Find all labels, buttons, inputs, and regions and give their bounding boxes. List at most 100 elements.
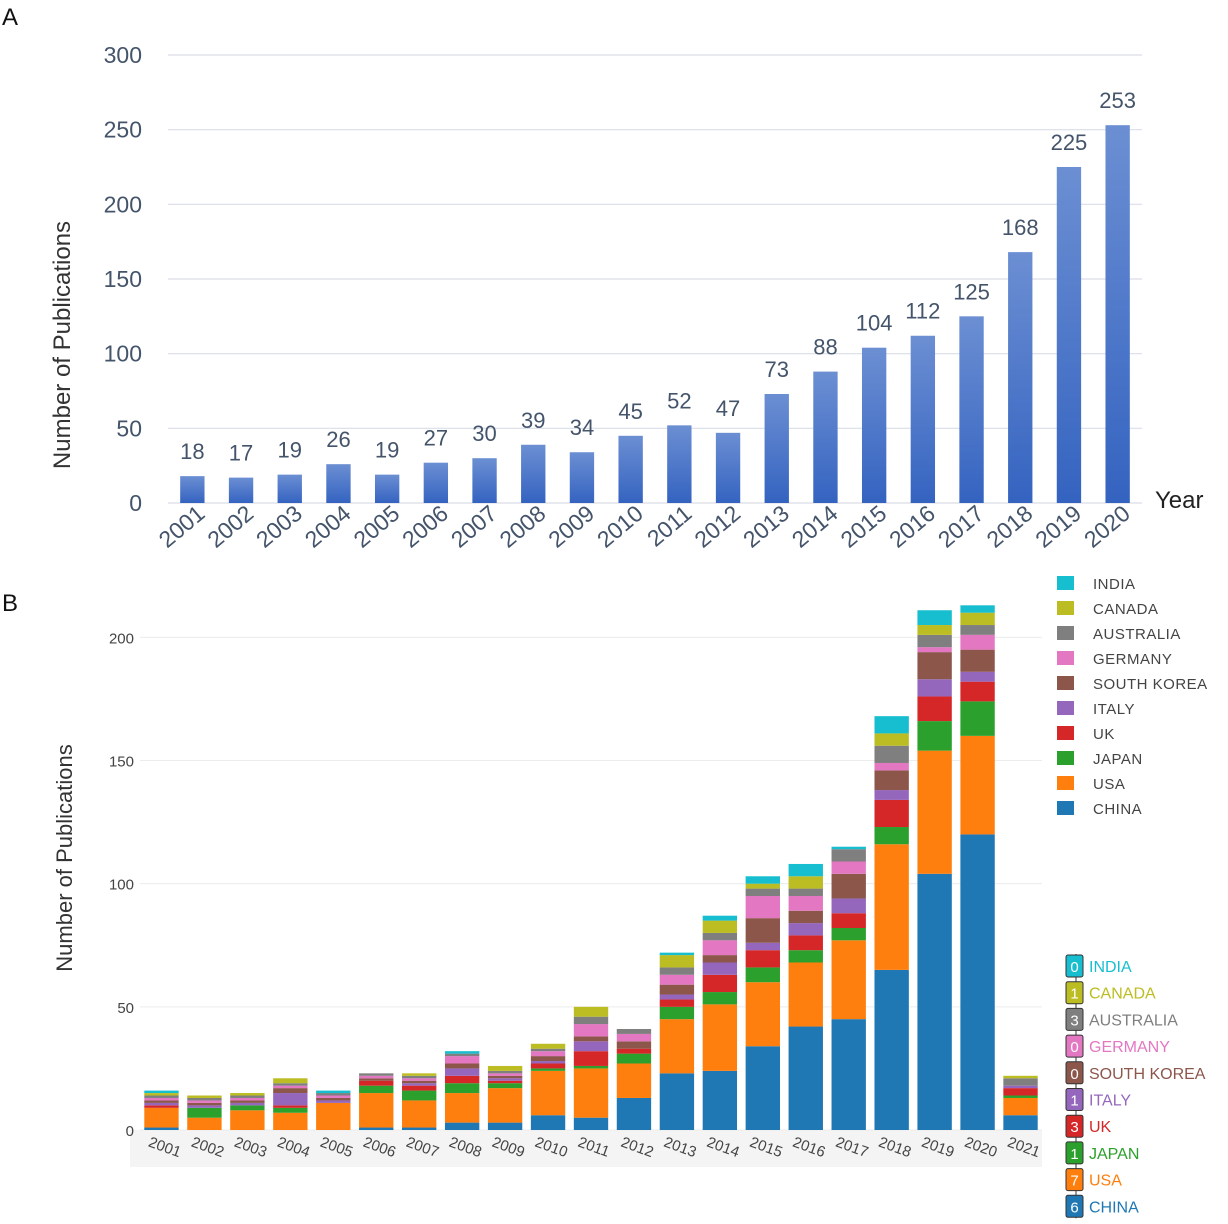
bar-segment: [530, 1051, 566, 1057]
bar-segment: [487, 1083, 523, 1089]
annotation-box: [1065, 1007, 1084, 1031]
bar-segment: [273, 1088, 308, 1094]
x-tick-label: 2006: [397, 500, 453, 553]
bar-segment: [573, 1065, 609, 1069]
legend-swatch: [1057, 576, 1074, 590]
bar-segment: [960, 681, 995, 702]
bar-segment: [702, 932, 738, 941]
bar-segment: [659, 974, 695, 985]
bar: [521, 444, 546, 503]
bar-segment: [230, 1102, 265, 1106]
bar-segment: [659, 999, 695, 1007]
annotation-label: SOUTH KOREA: [1089, 1066, 1206, 1083]
bar-segment: [917, 634, 952, 648]
bar-segment: [917, 610, 952, 626]
y-tick-label: 100: [104, 341, 142, 367]
x-tick-label: 2018: [982, 500, 1038, 553]
bar-segment: [702, 920, 738, 933]
bar-segment: [616, 1097, 652, 1130]
bar-segment: [444, 1056, 480, 1064]
bar-segment: [230, 1097, 265, 1101]
legend-swatch: [1057, 726, 1074, 740]
bar-segment: [273, 1093, 308, 1106]
bar-segment: [831, 913, 866, 929]
x-tick-label: 2019: [1030, 500, 1086, 553]
bar-segment: [444, 1093, 480, 1123]
bar-segment: [316, 1095, 351, 1098]
data-label: 125: [953, 279, 990, 304]
bar: [277, 474, 302, 503]
data-label: 104: [856, 311, 893, 336]
bar-segment: [831, 846, 866, 850]
annotation-label: GERMANY: [1089, 1039, 1170, 1056]
data-label: 30: [472, 421, 496, 446]
bar-segment: [917, 647, 952, 653]
annotation-box: [1065, 1034, 1084, 1058]
bar-segment: [573, 1041, 609, 1052]
y-tick-label: 150: [109, 754, 134, 771]
x-tick-label: 2015: [835, 500, 891, 553]
bar-segment: [230, 1105, 265, 1111]
bar: [764, 393, 789, 503]
annotation-value: 3: [1070, 1119, 1078, 1136]
x-tick-label: 2011: [642, 500, 697, 552]
bar-segment: [487, 1078, 523, 1081]
bar-segment: [702, 962, 738, 975]
legend-label: ITALY: [1093, 701, 1135, 718]
chart-b-bars: [144, 605, 1038, 1130]
bar-segment: [530, 1068, 566, 1071]
bar-segment: [702, 992, 738, 1005]
annotation-label: CANADA: [1089, 986, 1156, 1003]
bar-segment: [187, 1117, 222, 1130]
bar-segment: [487, 1073, 523, 1076]
bar-segment: [1003, 1115, 1038, 1130]
bar-segment: [530, 1070, 566, 1116]
legend-label: SOUTH KOREA: [1093, 676, 1208, 693]
annotation-label: JAPAN: [1089, 1146, 1139, 1163]
bar-segment: [874, 844, 909, 970]
bar: [569, 452, 595, 503]
bar-segment: [530, 1048, 566, 1052]
bar-segment: [874, 733, 909, 746]
bar-segment: [788, 910, 823, 924]
bar-segment: [402, 1073, 437, 1076]
bar: [813, 371, 838, 503]
data-label: 19: [375, 438, 399, 463]
annotation-box: [1065, 1168, 1084, 1192]
y-tick-label: 200: [109, 630, 134, 647]
annotation-value: 0: [1070, 1039, 1078, 1056]
chart-b-2021-annotation: 0 INDIA 1 CANADA 3 AUSTRALIA 0 GERMANY 0 SOUTH KO…: [1065, 954, 1206, 1219]
bar-segment: [702, 955, 738, 963]
bar-segment: [616, 1029, 652, 1034]
bar-segment: [144, 1105, 179, 1108]
bar-segment: [745, 967, 780, 983]
bar-segment: [444, 1053, 480, 1057]
legend-label: USA: [1093, 776, 1125, 793]
bar-segment: [359, 1080, 394, 1086]
chart-a-x-axis-label: Year: [1155, 487, 1204, 514]
y-tick-label: 200: [104, 191, 142, 217]
x-tick-label: 2012: [689, 500, 745, 553]
chart-a: 18 17 19 26 19 27 30 39 34 45 52 47 73 88 104 112 125 168…: [49, 42, 1204, 553]
y-tick-label: 0: [126, 1123, 134, 1140]
bar: [1105, 125, 1130, 503]
bar-segment: [573, 1051, 609, 1066]
bar-segment: [702, 974, 738, 993]
bar-segment: [788, 895, 823, 911]
bar-segment: [444, 1083, 480, 1094]
bar-segment: [316, 1100, 351, 1103]
y-tick-label: 150: [104, 266, 142, 292]
bar: [1008, 252, 1033, 503]
data-label: 17: [229, 441, 253, 466]
chart-a-grid: [168, 54, 1142, 504]
annotation-value: 7: [1070, 1173, 1078, 1190]
bar-segment: [273, 1105, 308, 1108]
bar: [180, 476, 205, 503]
bar-segment: [960, 605, 995, 613]
bar: [1056, 167, 1082, 503]
bar-segment: [316, 1102, 351, 1130]
bar-segment: [230, 1095, 265, 1098]
data-label: 168: [1002, 215, 1039, 240]
data-label: 88: [813, 335, 837, 360]
bar-segment: [745, 895, 780, 919]
